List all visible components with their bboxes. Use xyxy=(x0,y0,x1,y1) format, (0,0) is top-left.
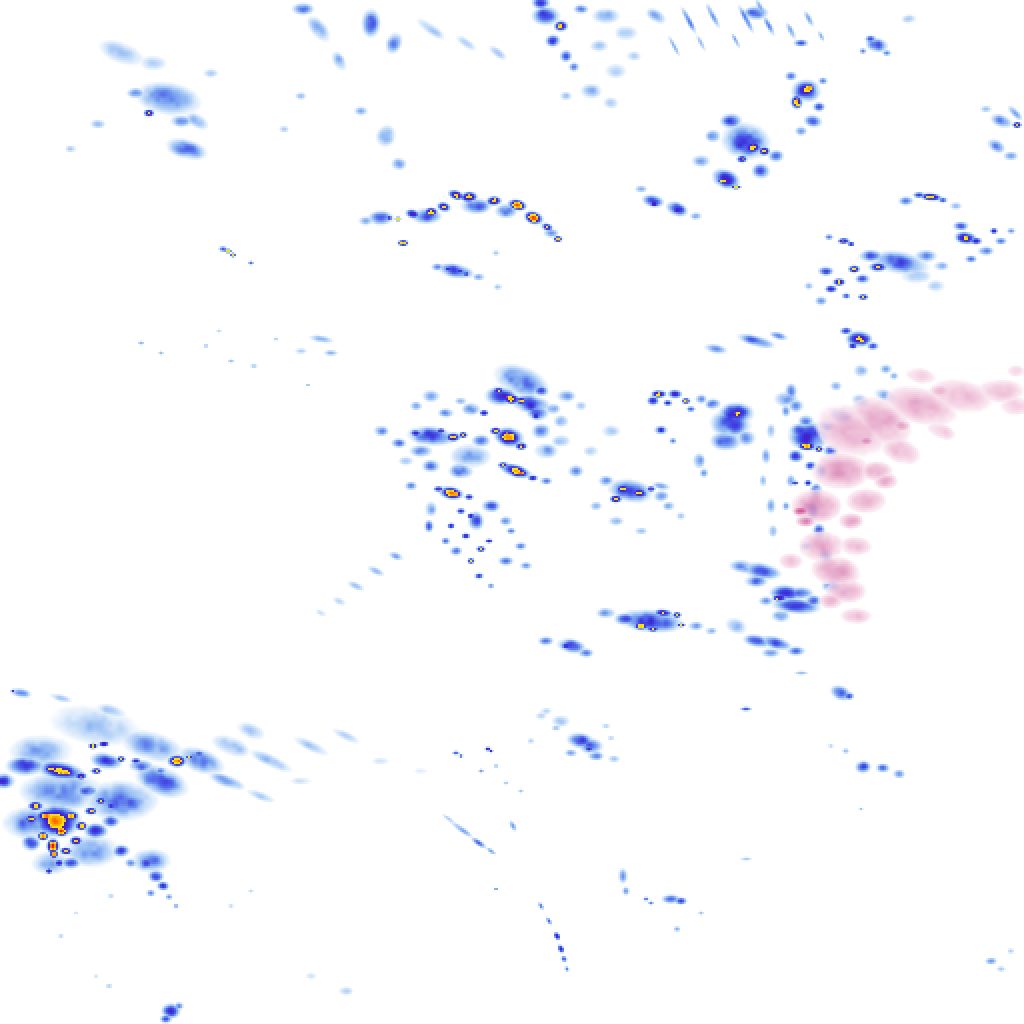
precipitation-radar-map xyxy=(0,0,1024,1024)
precipitation-field-canvas xyxy=(0,0,1024,1024)
